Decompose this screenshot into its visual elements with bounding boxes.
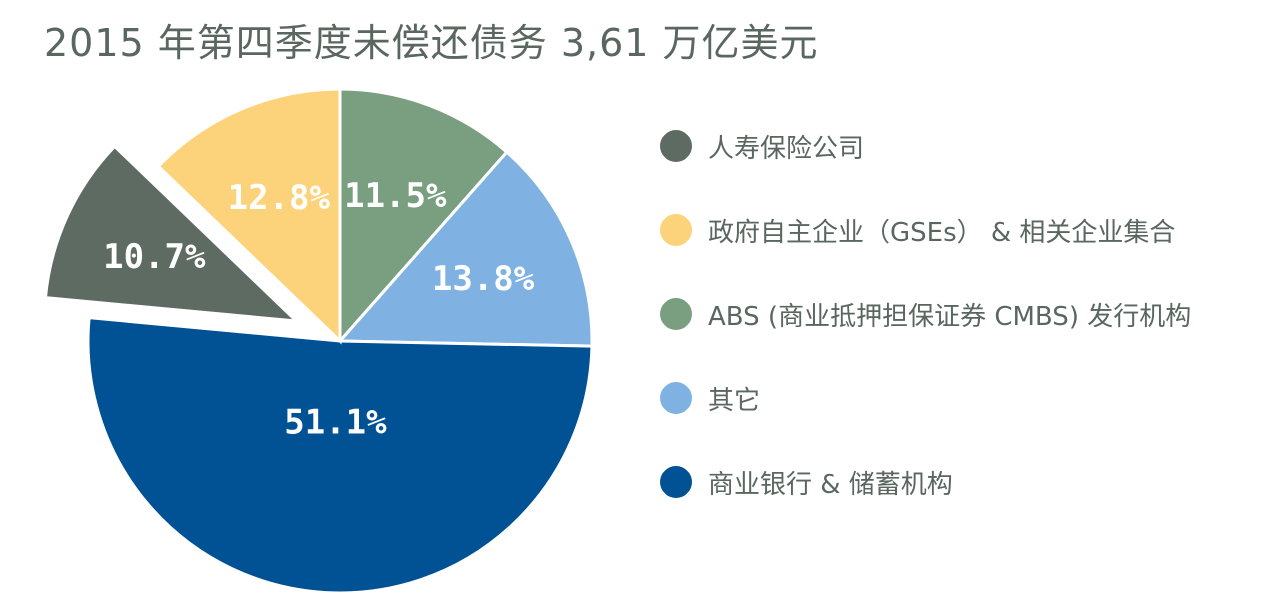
legend-marker xyxy=(660,130,692,162)
legend-label: 人寿保险公司 xyxy=(708,133,865,164)
pie-slice xyxy=(336,149,594,348)
legend-marker xyxy=(660,298,692,330)
legend-label: ABS (商业抵押担保证券 CMBS) 发行机构 xyxy=(708,301,1192,332)
legend-item: 政府自主企业（GSEs） & 相关企业集合 xyxy=(660,188,1270,272)
legend-label: 其它 xyxy=(708,385,761,416)
slice-label: 13.8% xyxy=(432,259,535,299)
chart-title: 2015 年第四季度未偿还债务 3,61 万亿美元 xyxy=(44,21,819,65)
pie-slice xyxy=(86,316,594,595)
legend-marker xyxy=(660,214,692,246)
legend-label: 商业银行 & 储蓄机构 xyxy=(708,469,953,500)
legend: 人寿保险公司政府自主企业（GSEs） & 相关企业集合 ABS (商业抵押担保证券… xyxy=(660,104,1270,524)
slice-label: 12.8% xyxy=(228,178,331,218)
legend-label: 政府自主企业（GSEs） & 相关企业集合 xyxy=(708,217,1176,248)
slice-label: 51.1% xyxy=(284,403,387,443)
legend-item: 其它 xyxy=(660,356,1270,440)
pie-slice xyxy=(43,144,301,323)
legend-marker xyxy=(660,466,692,498)
pie-slice xyxy=(156,87,342,345)
pie-slice xyxy=(338,87,509,345)
legend-item: ABS (商业抵押担保证券 CMBS) 发行机构 xyxy=(660,272,1270,356)
slice-label: 10.7% xyxy=(103,237,206,277)
legend-item: 商业银行 & 储蓄机构 xyxy=(660,440,1270,524)
legend-item: 人寿保险公司 xyxy=(660,104,1270,188)
slice-label: 11.5% xyxy=(344,176,447,216)
legend-marker xyxy=(660,382,692,414)
